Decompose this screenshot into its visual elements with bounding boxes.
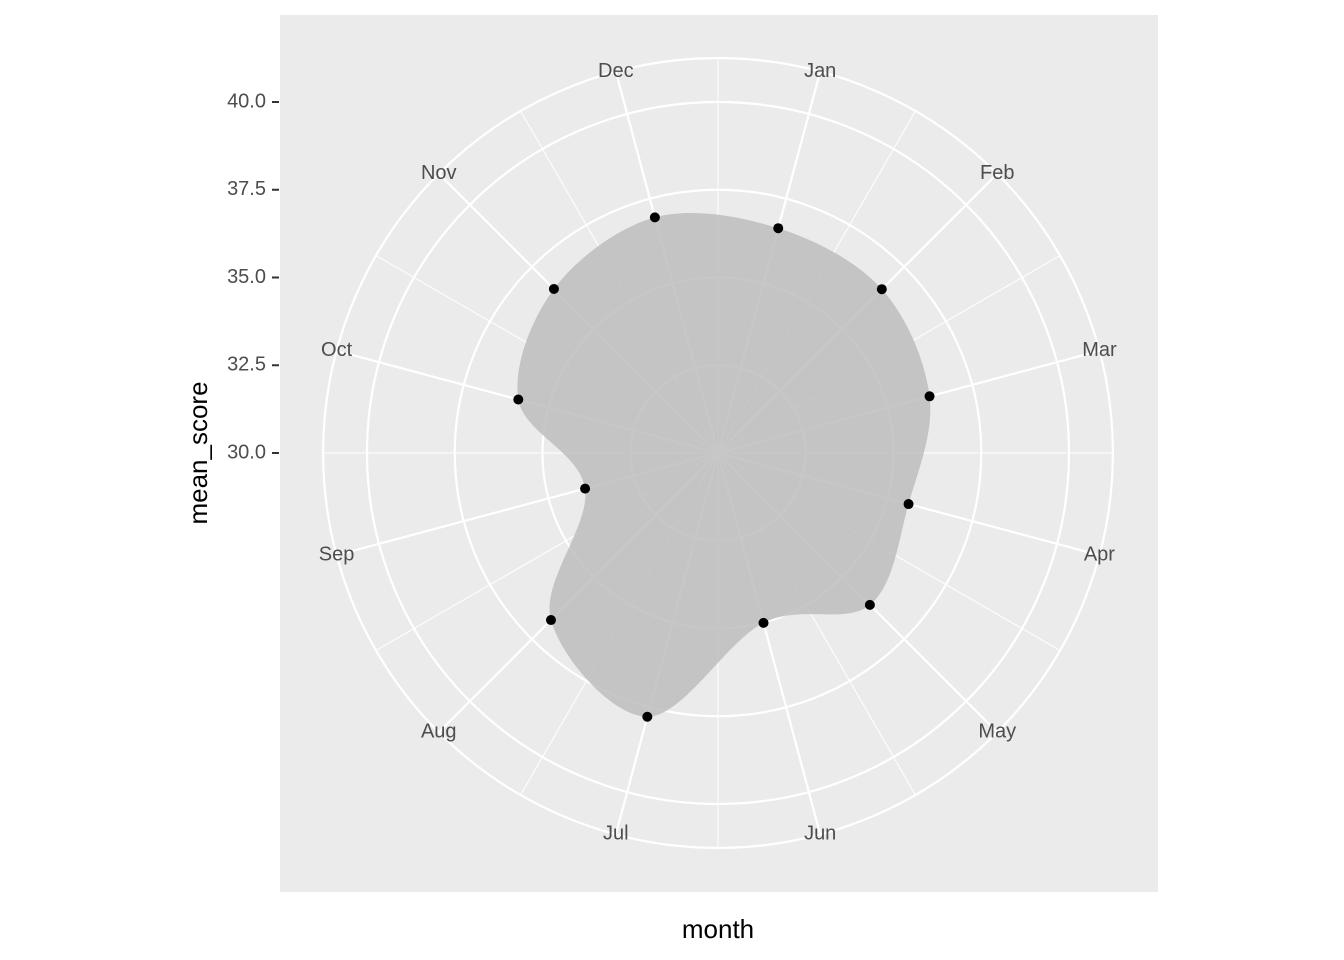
area	[517, 212, 931, 717]
point	[548, 283, 559, 294]
x-tick-label: Jul	[603, 823, 629, 845]
y-tick-label: 37.5	[227, 178, 266, 200]
x-tick-label: Dec	[598, 60, 634, 82]
x-tick-label: Aug	[421, 721, 457, 743]
point	[773, 223, 784, 234]
point	[876, 284, 887, 295]
x-tick-label: Mar	[1082, 339, 1117, 361]
y-axis-title: mean_score	[183, 381, 213, 524]
y-tick-label: 30.0	[227, 441, 266, 463]
grid-circle	[453, 188, 983, 718]
point	[864, 599, 875, 610]
x-tick-label: Jan	[804, 60, 836, 82]
x-tick-label: Nov	[421, 162, 457, 184]
point	[513, 394, 524, 405]
x-axis-title: month	[682, 914, 754, 944]
y-tick-label: 32.5	[227, 354, 266, 376]
x-tick-label: Oct	[321, 339, 353, 361]
point	[903, 499, 914, 510]
x-tick-label: Jun	[804, 823, 836, 845]
x-tick-label: Sep	[319, 543, 355, 565]
point	[924, 391, 935, 402]
point	[545, 615, 556, 626]
point	[580, 483, 591, 494]
x-tick-label: Feb	[980, 162, 1014, 184]
x-tick-label: Apr	[1084, 543, 1115, 565]
grid-circle	[365, 100, 1071, 806]
y-tick-label: 35.0	[227, 266, 266, 288]
point	[642, 711, 653, 722]
point	[758, 617, 769, 628]
y-tick-label: 40.0	[227, 90, 266, 112]
point	[649, 212, 660, 223]
x-tick-label: May	[978, 721, 1016, 743]
